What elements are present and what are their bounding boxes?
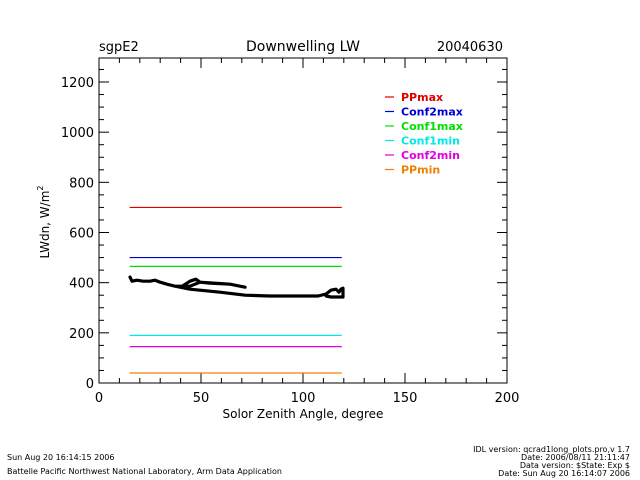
site-label: sgpE2: [99, 40, 139, 55]
axis-tick-labels: 0 50 100 150 200 0 200 400 600 800 1000 1200: [61, 76, 520, 406]
legend-label: Conf1min: [401, 135, 460, 148]
x-tick-label: 200: [495, 391, 520, 406]
chart-title: Downwelling LW: [246, 39, 360, 55]
y-axis-label-main: LWdn, W/m: [38, 191, 52, 259]
axis-ticks: [98, 58, 508, 384]
y-tick-label: 0: [86, 377, 94, 392]
x-tick-label: 100: [291, 391, 316, 406]
date-label: 20040630: [437, 40, 503, 55]
footer-organization: Battelle Pacific Northwest National Labo…: [7, 467, 282, 476]
x-axis-label: Solor Zenith Angle, degree: [223, 407, 384, 421]
footer-timestamp: Sun Aug 20 16:14:15 2006: [7, 453, 115, 462]
x-tick-label: 50: [193, 391, 210, 406]
y-tick-label: 600: [69, 227, 94, 242]
footer-version-info: IDL version: qcrad1long_plots.pro,v 1.7 …: [473, 446, 630, 478]
y-tick-label: 400: [69, 277, 94, 292]
y-axis-label-superscript: 2: [36, 186, 45, 191]
footer-run-date: Date: Sun Aug 20 16:14:07 2006: [498, 469, 630, 478]
footer-code-date: Date: 2006/08/11 21:11:47: [521, 453, 630, 462]
legend-label: PPmax: [401, 91, 443, 104]
legend-label: Conf1max: [401, 120, 463, 133]
y-tick-label: 200: [69, 327, 94, 342]
x-tick-label: 150: [393, 391, 418, 406]
legend-label: Conf2min: [401, 149, 460, 162]
y-tick-label: 800: [69, 176, 94, 191]
legend-label: PPmin: [401, 164, 440, 177]
y-tick-label: 1200: [61, 76, 94, 91]
footer-data-version: Data version: $State: Exp $: [519, 461, 630, 470]
legend-label: Conf2max: [401, 106, 463, 119]
x-tick-label: 0: [95, 391, 103, 406]
series-line-measured: [128, 275, 345, 299]
footer-idl-version: IDL version: qcrad1long_plots.pro,v 1.7: [473, 445, 630, 454]
y-axis-label: LWdn, W/m2: [36, 186, 52, 259]
series-group: [128, 206, 345, 374]
y-tick-label: 1000: [61, 126, 94, 141]
